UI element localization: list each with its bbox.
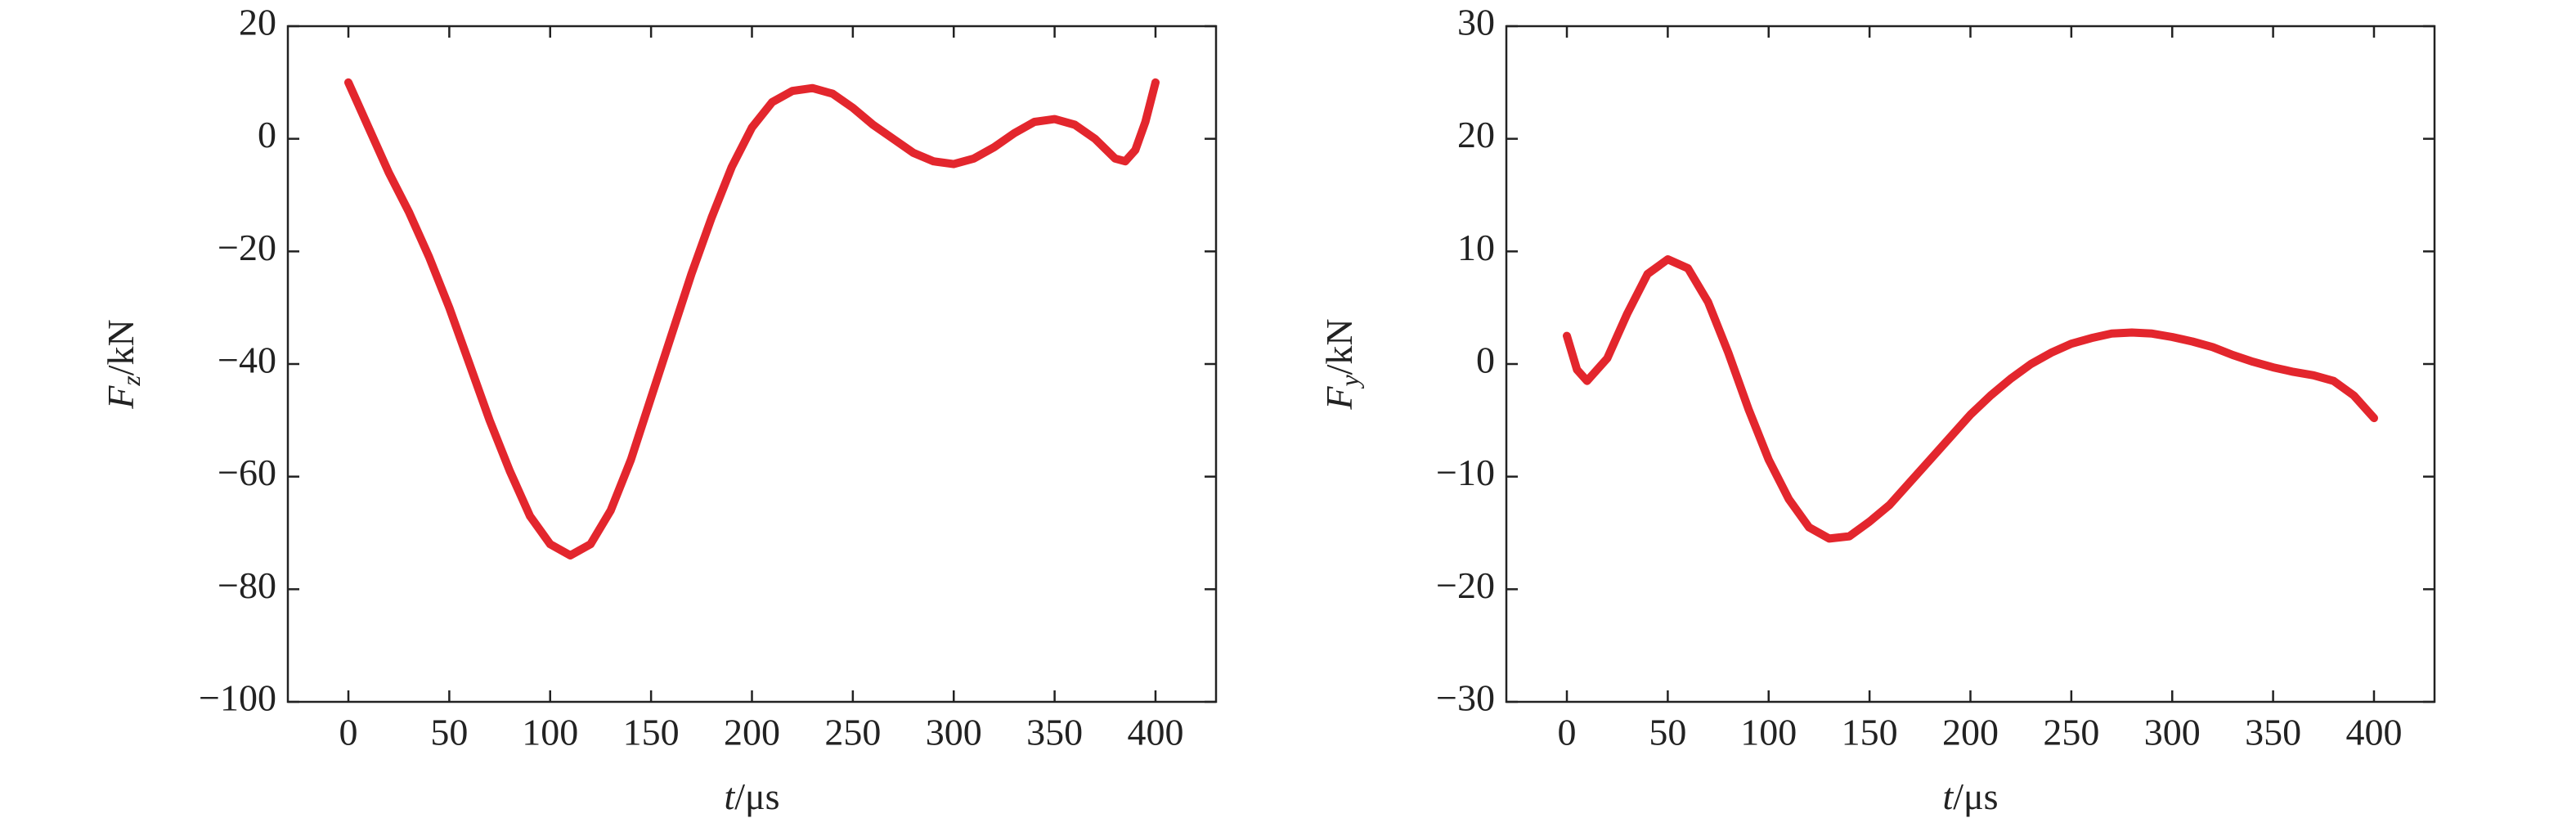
x-tick-label: 250 xyxy=(2043,712,2099,753)
y-axis-label: Fy/kN xyxy=(1318,318,1365,410)
x-axis-label: t/μs xyxy=(724,775,779,817)
data-line xyxy=(1563,255,2378,543)
x-tick-label: 300 xyxy=(926,712,982,753)
x-tick-label: 0 xyxy=(339,712,358,753)
y-tick-label: 20 xyxy=(239,2,276,43)
x-tick-label: 50 xyxy=(1649,712,1686,753)
x-tick-label: 100 xyxy=(522,712,578,753)
data-line xyxy=(344,78,1160,560)
x-tick-label: 250 xyxy=(824,712,881,753)
y-tick-label: −20 xyxy=(218,227,276,268)
x-tick-label: 0 xyxy=(1558,712,1577,753)
y-label-unit: /kN xyxy=(100,319,141,375)
x-label-symbol: t xyxy=(1942,775,1954,817)
plot-frame xyxy=(1505,25,2436,703)
x-tick-label: 50 xyxy=(430,712,468,753)
y-tick-label: −80 xyxy=(218,564,276,606)
x-tick-label: 150 xyxy=(623,712,680,753)
y-tick-label: 30 xyxy=(1457,2,1495,43)
y-tick-label: −100 xyxy=(199,677,276,719)
y-tick-label: 0 xyxy=(258,114,276,155)
x-label-unit: /μs xyxy=(1953,775,1998,817)
x-tick-label: 100 xyxy=(1740,712,1797,753)
x-label-symbol: t xyxy=(724,775,735,817)
x-tick-label: 150 xyxy=(1842,712,1898,753)
x-tick-label: 350 xyxy=(1026,712,1083,753)
y-tick-label: −30 xyxy=(1436,677,1495,719)
y-tick-label: −40 xyxy=(218,339,276,381)
y-label-symbol: F xyxy=(1318,386,1360,411)
x-label-unit: /μs xyxy=(734,775,779,817)
y-tick-label: −10 xyxy=(1436,452,1495,493)
y-axis-label: Fz/kN xyxy=(100,319,146,410)
x-tick-label: 350 xyxy=(2245,712,2301,753)
x-tick-label: 200 xyxy=(724,712,780,753)
y-tick-label: 10 xyxy=(1457,227,1495,268)
y-tick-label: −20 xyxy=(1436,564,1495,606)
x-tick-label: 300 xyxy=(2144,712,2201,753)
x-axis-label: t/μs xyxy=(1942,775,1998,817)
x-tick-label: 400 xyxy=(1127,712,1183,753)
y-tick-label: 0 xyxy=(1476,339,1495,381)
y-tick-label: 20 xyxy=(1457,114,1495,155)
x-tick-label: 400 xyxy=(2345,712,2402,753)
y-label-subscript: z xyxy=(116,375,146,387)
x-tick-label: 200 xyxy=(1942,712,1999,753)
y-label-unit: /kN xyxy=(1318,318,1360,375)
y-label-symbol: F xyxy=(100,385,141,410)
y-label-subscript: y xyxy=(1335,375,1364,389)
y-tick-label: −60 xyxy=(218,452,276,493)
